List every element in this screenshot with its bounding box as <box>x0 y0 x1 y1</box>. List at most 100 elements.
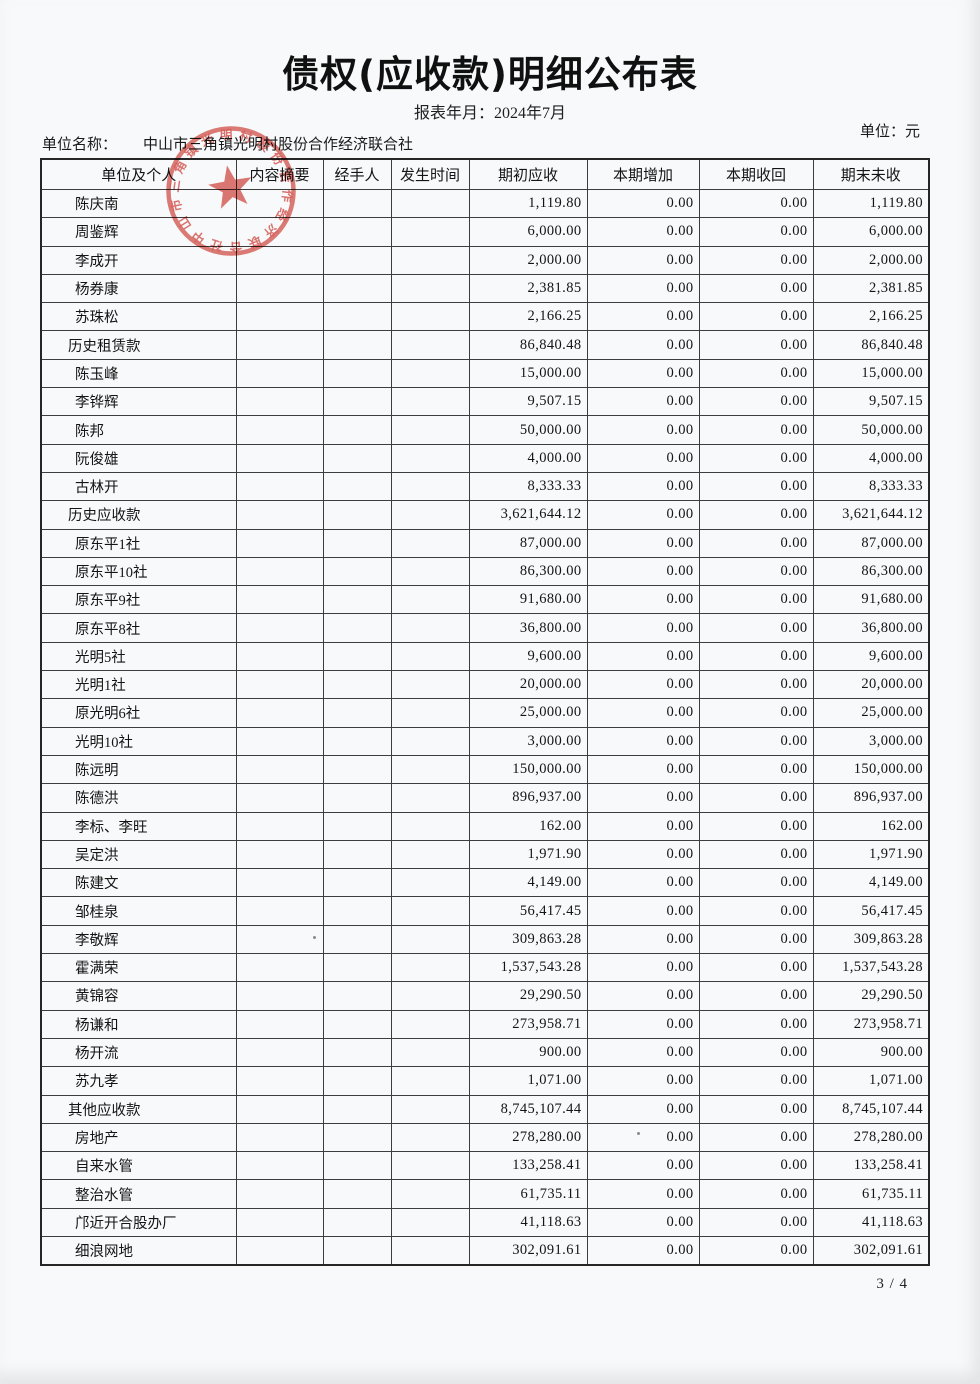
amount-cell: 29,290.50 <box>468 981 588 1011</box>
entity-name-cell: 光明5社 <box>40 641 237 672</box>
column-header-2: 经手人 <box>322 158 392 190</box>
table-row: 光明1社 20,000.00 0.00 0.00 20,000.00 <box>40 670 930 700</box>
empty-cell <box>235 1151 324 1181</box>
empty-cell <box>390 1235 470 1266</box>
amount-cell: 0.00 <box>586 387 700 417</box>
empty-cell <box>235 754 324 785</box>
empty-cell <box>235 556 324 587</box>
amount-cell: 0.00 <box>586 471 700 502</box>
amount-cell: 9,507.15 <box>812 387 930 417</box>
table-row: 历史应收款 3,621,644.12 0.00 0.00 3,621,644.12 <box>40 500 930 530</box>
amount-cell: 896,937.00 <box>468 783 588 813</box>
amount-cell: 6,000.00 <box>812 217 930 247</box>
empty-cell <box>390 1094 470 1124</box>
unit-name-label: 单位名称： <box>42 137 118 153</box>
amount-cell: 0.00 <box>698 471 814 502</box>
amount-cell: 41,118.63 <box>812 1207 930 1237</box>
report-period: 报表年月：2024年7月 <box>413 105 566 122</box>
entity-name-cell: 自来水管 <box>40 1151 237 1181</box>
table-row: 陈玉峰 15,000.00 0.00 0.00 15,000.00 <box>40 358 930 389</box>
table-row: 霍满荣 1,537,543.28 0.00 0.00 1,537,543.28 <box>40 953 930 983</box>
empty-cell <box>235 273 324 304</box>
amount-cell: 8,745,107.44 <box>468 1094 588 1124</box>
table-row: 房地产 278,280.00 0.00 0.00 278,280.00 <box>40 1122 930 1153</box>
amount-cell: 20,000.00 <box>812 670 930 700</box>
empty-cell <box>322 613 392 643</box>
amount-cell: 278,280.00 <box>812 1122 930 1153</box>
amount-cell: 8,333.33 <box>468 471 588 502</box>
empty-cell <box>390 415 470 445</box>
table-row: 杨券康 2,381.85 0.00 0.00 2,381.85 <box>40 273 930 304</box>
empty-cell <box>322 443 392 473</box>
empty-cell <box>322 953 392 983</box>
amount-cell: 1,971.90 <box>812 839 930 870</box>
table-row: 原东平9社 91,680.00 0.00 0.00 91,680.00 <box>40 585 930 615</box>
empty-cell <box>322 641 392 672</box>
empty-cell <box>390 217 470 247</box>
empty-cell <box>235 1066 324 1096</box>
amount-cell: 0.00 <box>586 245 700 275</box>
amount-cell: 309,863.28 <box>468 924 588 955</box>
amount-cell: 0.00 <box>698 556 814 587</box>
empty-cell <box>390 330 470 360</box>
amount-cell: 0.00 <box>698 754 814 785</box>
entity-name-cell: 原东平10社 <box>40 556 237 587</box>
empty-cell <box>235 1009 324 1039</box>
empty-cell <box>322 273 392 304</box>
table-row: 整治水管 61,735.11 0.00 0.00 61,735.11 <box>40 1179 930 1209</box>
amount-cell: 0.00 <box>698 726 814 756</box>
table-row: 李铧辉 9,507.15 0.00 0.00 9,507.15 <box>40 387 930 417</box>
amount-cell: 0.00 <box>586 1151 700 1181</box>
amount-cell: 1,071.00 <box>812 1066 930 1096</box>
amount-cell: 0.00 <box>698 1066 814 1096</box>
entity-name-cell: 黄锦容 <box>40 981 237 1011</box>
empty-cell <box>390 670 470 700</box>
amount-cell: 2,381.85 <box>468 273 588 304</box>
amount-cell: 150,000.00 <box>812 754 930 785</box>
amount-cell: 36,800.00 <box>468 613 588 643</box>
empty-cell <box>390 868 470 898</box>
amount-cell: 56,417.45 <box>812 896 930 926</box>
empty-cell <box>235 217 324 247</box>
empty-cell <box>235 641 324 672</box>
empty-cell <box>322 811 392 841</box>
amount-cell: 25,000.00 <box>468 698 588 728</box>
page-title: 债权(应收款)明细公布表 <box>282 53 698 96</box>
empty-cell <box>322 868 392 898</box>
entity-name-cell: 陈建文 <box>40 868 237 898</box>
amount-cell: 0.00 <box>698 528 814 558</box>
empty-cell <box>322 1037 392 1068</box>
empty-cell <box>390 896 470 926</box>
amount-cell: 0.00 <box>698 1122 814 1153</box>
amount-cell: 2,000.00 <box>468 245 588 275</box>
empty-cell <box>235 585 324 615</box>
amount-cell: 150,000.00 <box>468 754 588 785</box>
amount-cell: 309,863.28 <box>812 924 930 955</box>
empty-cell <box>322 358 392 389</box>
entity-name-cell: 苏九孝 <box>40 1066 237 1096</box>
amount-cell: 162.00 <box>468 811 588 841</box>
entity-name-cell: 周鉴辉 <box>40 217 237 247</box>
amount-cell: 0.00 <box>698 613 814 643</box>
amount-cell: 0.00 <box>586 1122 700 1153</box>
amount-cell: 9,600.00 <box>812 641 930 672</box>
entity-name-cell: 杨谦和 <box>40 1009 237 1039</box>
entity-name-cell: 陈庆南 <box>40 188 237 219</box>
amount-cell: 0.00 <box>586 556 700 587</box>
table-row: 李标、李旺 162.00 0.00 0.00 162.00 <box>40 811 930 841</box>
amount-cell: 900.00 <box>812 1037 930 1068</box>
empty-cell <box>322 896 392 926</box>
table-row: 邝近开合股办厂 41,118.63 0.00 0.00 41,118.63 <box>40 1207 930 1237</box>
amount-cell: 15,000.00 <box>812 358 930 389</box>
table-row: 光明5社 9,600.00 0.00 0.00 9,600.00 <box>40 641 930 672</box>
empty-cell <box>235 868 324 898</box>
amount-cell: 9,507.15 <box>468 387 588 417</box>
amount-cell: 36,800.00 <box>812 613 930 643</box>
amount-cell: 86,840.48 <box>468 330 588 360</box>
amount-cell: 0.00 <box>586 613 700 643</box>
table-row: 杨谦和 273,958.71 0.00 0.00 273,958.71 <box>40 1009 930 1039</box>
empty-cell <box>390 783 470 813</box>
amount-cell: 273,958.71 <box>812 1009 930 1039</box>
empty-cell <box>390 1122 470 1153</box>
empty-cell <box>390 302 470 332</box>
